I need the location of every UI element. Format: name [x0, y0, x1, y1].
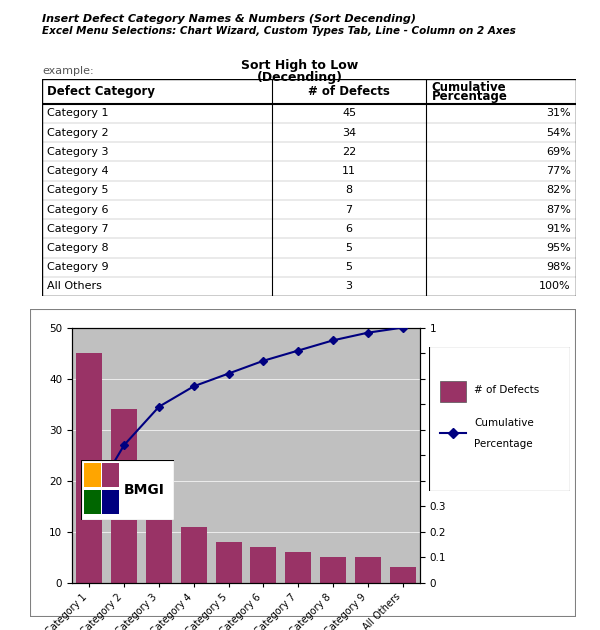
Text: Excel Menu Selections: Chart Wizard, Custom Types Tab, Line - Column on 2 Axes: Excel Menu Selections: Chart Wizard, Cus… [42, 26, 516, 37]
Text: 95%: 95% [546, 243, 571, 253]
Text: 54%: 54% [546, 128, 571, 137]
Text: 31%: 31% [546, 108, 571, 118]
Text: Cumulative: Cumulative [474, 418, 534, 428]
Bar [250, 547, 277, 583]
Bar [285, 552, 311, 583]
Text: Category 8: Category 8 [47, 243, 109, 253]
Text: Defect Category: Defect Category [47, 85, 155, 98]
Text: All Others: All Others [47, 282, 102, 292]
Text: Percentage: Percentage [432, 89, 508, 103]
Text: Category 4: Category 4 [47, 166, 109, 176]
Text: Category 1: Category 1 [47, 108, 109, 118]
Bar [84, 463, 101, 487]
Text: example:: example: [42, 66, 94, 76]
Text: 45: 45 [342, 108, 356, 118]
Text: Category 7: Category 7 [47, 224, 109, 234]
Text: 8: 8 [346, 185, 353, 195]
Text: 22: 22 [342, 147, 356, 157]
Bar [111, 410, 137, 583]
Bar [355, 557, 381, 583]
Text: 91%: 91% [546, 224, 571, 234]
Text: Category 2: Category 2 [47, 128, 109, 137]
Bar [215, 542, 242, 583]
Text: Sort High to Low: Sort High to Low [241, 59, 359, 72]
Bar [76, 353, 103, 583]
Text: 6: 6 [346, 224, 353, 234]
Text: 5: 5 [346, 243, 353, 253]
Text: (Decending): (Decending) [257, 71, 343, 84]
Text: Category 9: Category 9 [47, 262, 109, 272]
Text: 34: 34 [342, 128, 356, 137]
Text: # of Defects: # of Defects [474, 385, 539, 395]
Text: 11: 11 [342, 166, 356, 176]
Text: # of Defects: # of Defects [308, 85, 390, 98]
Text: 7: 7 [346, 205, 353, 215]
Bar [103, 490, 119, 514]
Text: 82%: 82% [546, 185, 571, 195]
Text: Insert Defect Category Names & Numbers (Sort Decending): Insert Defect Category Names & Numbers (… [42, 14, 416, 24]
Text: 5: 5 [346, 262, 353, 272]
Text: Percentage: Percentage [474, 438, 533, 449]
Text: 100%: 100% [539, 282, 571, 292]
Text: 87%: 87% [546, 205, 571, 215]
Bar [103, 463, 119, 487]
Bar [146, 471, 172, 583]
Bar [320, 557, 346, 583]
Text: BMGI: BMGI [124, 483, 164, 497]
Text: 3: 3 [346, 282, 353, 292]
Text: Cumulative: Cumulative [432, 81, 506, 94]
Text: 98%: 98% [546, 262, 571, 272]
Text: 69%: 69% [546, 147, 571, 157]
Text: Category 3: Category 3 [47, 147, 109, 157]
Text: 77%: 77% [546, 166, 571, 176]
Text: Category 5: Category 5 [47, 185, 109, 195]
Text: Category 6: Category 6 [47, 205, 109, 215]
Bar [440, 381, 466, 401]
Bar [181, 527, 207, 583]
Bar [84, 490, 101, 514]
Bar [389, 568, 416, 583]
